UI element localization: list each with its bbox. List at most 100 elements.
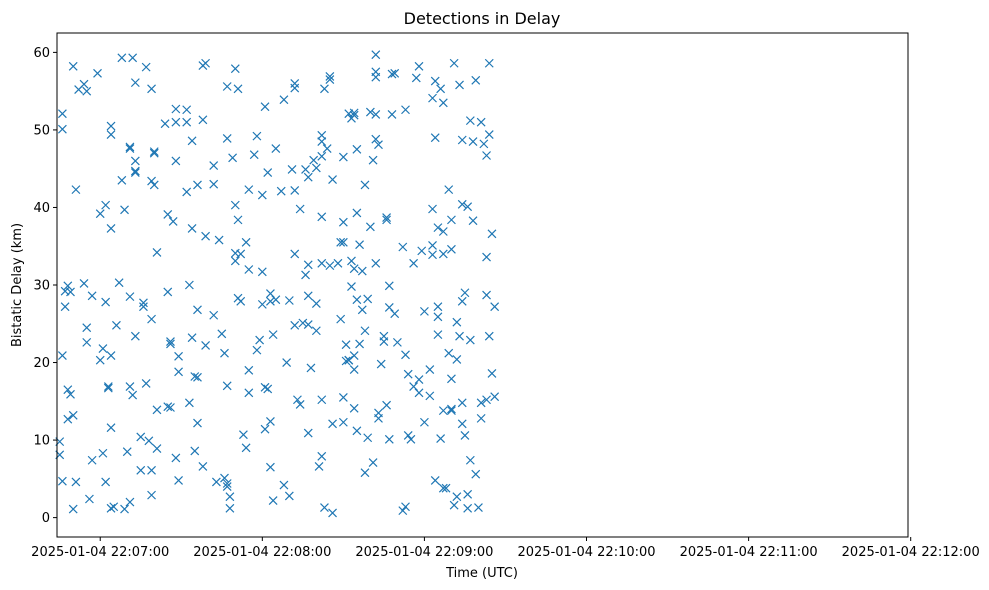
data-point bbox=[374, 140, 383, 150]
data-point bbox=[187, 223, 197, 233]
data-point bbox=[457, 296, 467, 306]
data-point bbox=[125, 144, 135, 153]
data-point bbox=[57, 109, 67, 119]
data-point bbox=[122, 447, 132, 457]
data-point bbox=[139, 298, 148, 308]
data-point bbox=[128, 53, 138, 63]
data-point bbox=[233, 215, 243, 225]
data-point bbox=[360, 468, 370, 478]
data-point bbox=[311, 163, 321, 173]
data-point bbox=[112, 320, 121, 330]
data-point bbox=[452, 317, 462, 327]
data-point bbox=[241, 443, 251, 453]
data-point bbox=[457, 199, 467, 209]
data-point bbox=[303, 428, 313, 438]
x-axis: 2025-01-04 22:07:00 2025-01-04 22:08:00 20… bbox=[31, 537, 980, 560]
data-point bbox=[444, 348, 454, 358]
data-point bbox=[230, 200, 240, 210]
x-tick-label: 2025-01-04 22:11:00 bbox=[680, 545, 818, 560]
data-point bbox=[101, 477, 111, 487]
data-point bbox=[438, 98, 448, 108]
y-tick-label: 0 bbox=[42, 511, 50, 526]
data-point bbox=[303, 320, 313, 329]
data-point bbox=[447, 215, 456, 225]
data-point bbox=[317, 137, 327, 146]
data-point bbox=[217, 329, 227, 339]
data-point bbox=[463, 489, 473, 499]
data-point bbox=[257, 267, 267, 277]
data-point bbox=[433, 312, 443, 322]
data-point bbox=[82, 337, 92, 347]
data-point bbox=[63, 281, 73, 291]
data-point bbox=[465, 335, 475, 345]
data-point bbox=[125, 142, 135, 152]
data-point bbox=[365, 222, 375, 232]
data-point bbox=[349, 108, 359, 118]
data-point bbox=[360, 326, 370, 336]
data-point bbox=[479, 139, 489, 149]
data-point bbox=[284, 296, 294, 305]
data-point bbox=[130, 78, 140, 88]
data-point bbox=[301, 165, 310, 174]
data-point bbox=[490, 302, 500, 312]
data-point bbox=[147, 490, 156, 500]
data-point bbox=[482, 151, 491, 160]
data-point bbox=[317, 130, 327, 140]
data-point bbox=[347, 282, 356, 291]
data-point bbox=[222, 479, 232, 488]
data-point bbox=[379, 337, 389, 347]
data-point bbox=[338, 217, 348, 227]
data-point bbox=[147, 465, 156, 475]
data-point bbox=[417, 246, 427, 256]
data-point bbox=[114, 278, 124, 288]
data-point bbox=[117, 175, 127, 185]
data-point bbox=[349, 264, 359, 274]
data-point bbox=[476, 413, 486, 423]
data-point bbox=[106, 351, 116, 360]
data-point bbox=[487, 368, 497, 378]
data-point bbox=[130, 166, 140, 176]
data-point bbox=[171, 104, 181, 114]
data-point bbox=[295, 204, 305, 214]
data-point bbox=[260, 382, 270, 392]
data-point bbox=[117, 53, 127, 63]
data-point bbox=[441, 483, 451, 493]
data-point bbox=[303, 260, 313, 270]
data-point bbox=[290, 83, 300, 93]
data-point bbox=[268, 496, 278, 505]
data-point bbox=[295, 399, 305, 409]
data-point bbox=[87, 291, 97, 301]
data-point bbox=[201, 341, 211, 350]
data-point bbox=[174, 475, 183, 485]
data-point bbox=[349, 110, 359, 120]
data-point bbox=[328, 508, 337, 518]
data-point bbox=[279, 95, 289, 105]
data-point bbox=[144, 436, 154, 446]
data-point bbox=[128, 390, 138, 400]
data-point bbox=[57, 351, 67, 360]
data-point bbox=[225, 503, 235, 513]
y-tick-label: 50 bbox=[33, 123, 50, 138]
data-point bbox=[190, 446, 200, 456]
data-point bbox=[57, 124, 67, 134]
data-point bbox=[338, 417, 348, 427]
data-point bbox=[382, 215, 392, 225]
data-point bbox=[436, 434, 446, 443]
data-point bbox=[411, 73, 421, 83]
data-point bbox=[320, 503, 329, 512]
data-point bbox=[252, 131, 262, 141]
data-point bbox=[357, 266, 367, 276]
data-point bbox=[260, 102, 270, 112]
data-point bbox=[95, 355, 105, 365]
data-point bbox=[225, 492, 235, 502]
data-point bbox=[414, 388, 424, 398]
data-point bbox=[298, 318, 308, 328]
data-point bbox=[266, 462, 275, 472]
data-point bbox=[428, 241, 437, 250]
data-point bbox=[328, 175, 337, 184]
data-point bbox=[325, 261, 335, 271]
data-point bbox=[290, 320, 300, 330]
data-point bbox=[106, 503, 116, 513]
data-point bbox=[163, 287, 173, 297]
